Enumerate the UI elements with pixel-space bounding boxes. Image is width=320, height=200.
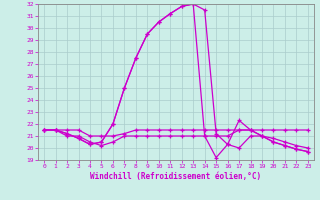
X-axis label: Windchill (Refroidissement éolien,°C): Windchill (Refroidissement éolien,°C): [91, 172, 261, 181]
